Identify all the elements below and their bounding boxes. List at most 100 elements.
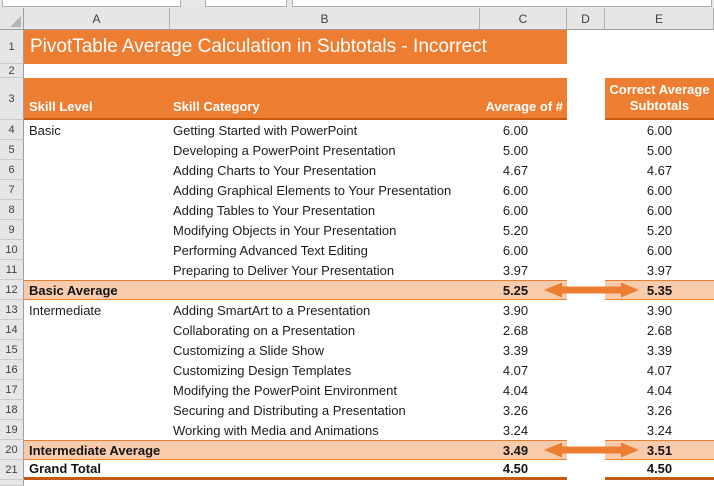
cell-skill-category[interactable]: Securing and Distributing a Presentation — [173, 402, 406, 418]
row-number[interactable]: 16 — [0, 360, 24, 380]
cell-average-value[interactable]: 6.00 — [502, 202, 529, 218]
cell-skill-category[interactable]: Customizing a Slide Show — [173, 342, 325, 358]
row-gutter[interactable] — [0, 480, 24, 486]
cell-average-value[interactable]: 6.00 — [502, 122, 529, 138]
cell-skill-level[interactable]: Intermediate — [29, 302, 102, 318]
cell-skill-category[interactable] — [170, 440, 480, 460]
cell-e2[interactable] — [605, 64, 714, 78]
cell-skill-level[interactable]: Basic — [29, 122, 61, 138]
cell-gap[interactable] — [567, 340, 605, 360]
cell-skill-level[interactable] — [24, 180, 170, 200]
cell-skill-category[interactable]: Performing Advanced Text Editing — [173, 242, 368, 258]
cell-skill-category[interactable]: Developing a PowerPoint Presentation — [173, 142, 396, 158]
name-box[interactable] — [2, 0, 181, 7]
column-header-e[interactable]: E — [605, 8, 714, 29]
sheet-title-cell[interactable]: PivotTable Average Calculation in Subtot… — [24, 30, 567, 64]
cell-skill-level[interactable] — [24, 260, 170, 280]
cell-skill-level[interactable] — [24, 320, 170, 340]
cell-average-value[interactable]: 5.00 — [502, 142, 529, 158]
row-number[interactable]: 1 — [0, 30, 24, 64]
cell-gap[interactable] — [567, 160, 605, 180]
cell-correct-value[interactable]: 4.50 — [605, 460, 714, 480]
row-number[interactable]: 19 — [0, 420, 24, 440]
row-number[interactable]: 3 — [0, 78, 24, 120]
row-number[interactable]: 21 — [0, 460, 24, 480]
cell-d1[interactable] — [567, 30, 605, 64]
cell-row-label[interactable]: Basic Average — [24, 280, 170, 300]
cell-correct-value[interactable]: 3.26 — [646, 402, 673, 418]
cell-gap[interactable] — [567, 260, 605, 280]
row-number[interactable]: 9 — [0, 220, 24, 240]
row-number[interactable]: 13 — [0, 300, 24, 320]
cell-average-value[interactable]: 5.20 — [502, 222, 529, 238]
cell-skill-level[interactable] — [24, 220, 170, 240]
row-number[interactable]: 17 — [0, 380, 24, 400]
row-number[interactable]: 11 — [0, 260, 24, 280]
cell-correct-value[interactable]: 3.39 — [646, 342, 673, 358]
column-header-b[interactable]: B — [170, 8, 480, 29]
cell-gap[interactable] — [567, 320, 605, 340]
row-number[interactable]: 18 — [0, 400, 24, 420]
cell-correct-value[interactable]: 6.00 — [646, 122, 673, 138]
cell-skill-category[interactable]: Preparing to Deliver Your Presentation — [173, 262, 395, 278]
cell-average-value[interactable]: 5.25 — [480, 280, 567, 300]
cell-correct-value[interactable]: 5.35 — [605, 280, 714, 300]
cell-gap[interactable] — [567, 140, 605, 160]
cell-gap[interactable] — [567, 240, 605, 260]
cell-skill-level[interactable] — [24, 340, 170, 360]
cell-skill-category[interactable] — [170, 280, 480, 300]
cell-gap[interactable] — [567, 300, 605, 320]
cell-d3[interactable] — [567, 78, 605, 120]
cell-gap[interactable] — [567, 180, 605, 200]
column-header-c[interactable]: C — [480, 8, 567, 29]
cell-skill-category[interactable]: Adding Charts to Your Presentation — [173, 162, 377, 178]
row-number[interactable]: 6 — [0, 160, 24, 180]
cell-correct-value[interactable]: 6.00 — [646, 182, 673, 198]
cell-b2[interactable] — [170, 64, 480, 78]
cell-correct-value[interactable]: 3.97 — [646, 262, 673, 278]
row-number[interactable]: 5 — [0, 140, 24, 160]
cell-skill-level[interactable] — [24, 420, 170, 440]
cell-average-value[interactable]: 3.24 — [502, 422, 529, 438]
cell-correct-value[interactable]: 4.67 — [646, 162, 673, 178]
cell-skill-level[interactable] — [24, 140, 170, 160]
cell-correct-value[interactable]: 4.04 — [646, 382, 673, 398]
cell-average-value[interactable]: 4.07 — [502, 362, 529, 378]
cell-average-value[interactable]: 6.00 — [502, 182, 529, 198]
cell-average-value[interactable]: 3.26 — [502, 402, 529, 418]
fx-button-area[interactable] — [205, 0, 287, 7]
cell-average-value[interactable]: 6.00 — [502, 242, 529, 258]
cell-skill-category[interactable]: Customizing Design Templates — [173, 362, 352, 378]
cell-skill-level[interactable] — [24, 360, 170, 380]
cell-c2[interactable] — [480, 64, 567, 78]
cell-skill-level[interactable] — [24, 380, 170, 400]
cell-correct-value[interactable]: 5.20 — [646, 222, 673, 238]
cell-correct-value[interactable]: 3.51 — [605, 440, 714, 460]
cell-correct-value[interactable]: 6.00 — [646, 202, 673, 218]
cell-skill-category[interactable]: Adding Graphical Elements to Your Presen… — [173, 182, 452, 198]
header-skill-level[interactable]: Skill Level — [24, 78, 170, 120]
cell-gap[interactable] — [567, 420, 605, 440]
cell-correct-value[interactable]: 3.24 — [646, 422, 673, 438]
header-correct-average[interactable]: Correct Average Subtotals — [605, 78, 714, 120]
row-number[interactable]: 10 — [0, 240, 24, 260]
row-number[interactable]: 15 — [0, 340, 24, 360]
cell-skill-level[interactable] — [24, 400, 170, 420]
cell-correct-value[interactable]: 6.00 — [646, 242, 673, 258]
cell-gap[interactable] — [567, 460, 605, 480]
row-number[interactable]: 20 — [0, 440, 24, 460]
cell-row-label[interactable]: Intermediate Average — [24, 440, 170, 460]
cell-average-value[interactable]: 3.97 — [502, 262, 529, 278]
cell-skill-category[interactable]: Working with Media and Animations — [173, 422, 379, 438]
row-number[interactable]: 8 — [0, 200, 24, 220]
column-header-d[interactable]: D — [567, 8, 605, 29]
formula-input[interactable] — [292, 0, 712, 7]
cell-average-value[interactable]: 2.68 — [502, 322, 529, 338]
cell-average-value[interactable]: 3.90 — [502, 302, 529, 318]
cell-skill-category[interactable]: Getting Started with PowerPoint — [173, 122, 358, 138]
row-number[interactable]: 14 — [0, 320, 24, 340]
column-header-a[interactable]: A — [24, 8, 170, 29]
double-arrow-icon[interactable] — [543, 281, 640, 299]
cell-gap[interactable] — [567, 380, 605, 400]
cell-gap[interactable] — [567, 400, 605, 420]
